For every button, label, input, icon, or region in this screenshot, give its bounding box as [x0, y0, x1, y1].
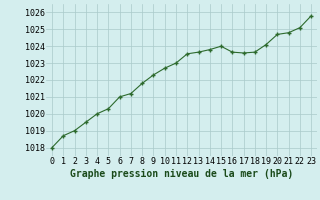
- X-axis label: Graphe pression niveau de la mer (hPa): Graphe pression niveau de la mer (hPa): [70, 169, 293, 179]
